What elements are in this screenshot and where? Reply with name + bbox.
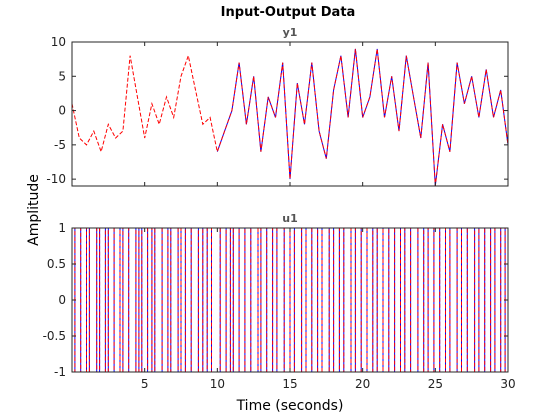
panel-y1-axes-box (71, 41, 509, 187)
y-tick-label: 0.5 (47, 257, 66, 271)
input-signal-dashed (72, 227, 508, 373)
x-tick-label: 30 (500, 377, 515, 391)
y-tick-label: -5 (54, 138, 66, 152)
panel-y1-data (71, 48, 509, 187)
panel-u1-axes-box (71, 227, 509, 373)
panel-u1-subtitle: u1 (282, 212, 298, 225)
y-tick-label: -0.5 (43, 329, 66, 343)
series-line-dashed (71, 48, 509, 187)
panel-u1: u1 5 10 15 20 25 30 1 0.5 0 -0.5 -1 (43, 212, 516, 391)
y-tick-label: -10 (46, 172, 66, 186)
panel-y1: y1 10 5 0 -5 -10 (46, 26, 509, 187)
panel-u1-data (72, 227, 508, 373)
y-tick-label: -1 (54, 365, 66, 379)
y-tick-label: 0 (58, 293, 66, 307)
x-tick-label: 25 (428, 377, 443, 391)
x-tick-label: 10 (210, 377, 225, 391)
x-tick-label: 20 (355, 377, 370, 391)
x-tick-label: 5 (141, 377, 149, 391)
y-tick-label: 10 (51, 35, 66, 49)
chart-title: Input-Output Data (221, 5, 356, 20)
x-tick-label: 15 (282, 377, 297, 391)
y-tick-label: 0 (58, 104, 66, 118)
panel-y1-ticks: 10 5 0 -5 -10 (46, 35, 509, 186)
panel-y1-subtitle: y1 (283, 26, 298, 39)
x-axis-label: Time (seconds) (236, 398, 344, 414)
y-tick-label: 5 (58, 69, 66, 83)
y-axis-label: Amplitude (26, 174, 42, 246)
y-tick-label: 1 (58, 221, 66, 235)
panel-u1-ticks: 5 10 15 20 25 30 1 0.5 0 -0.5 -1 (43, 221, 516, 391)
